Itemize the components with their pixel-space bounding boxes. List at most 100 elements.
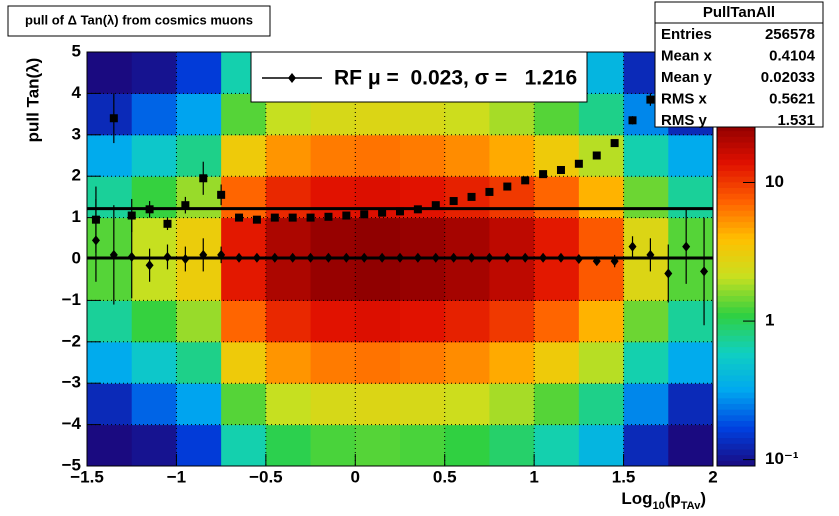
heatmap-cell <box>578 383 625 426</box>
colorbar-band <box>717 409 755 416</box>
heatmap-cell <box>131 134 177 177</box>
rms-marker <box>163 219 172 228</box>
colorbar-band <box>717 312 755 319</box>
colorbar-band <box>717 176 755 183</box>
x-tick-label: −1 <box>167 467 186 486</box>
colorbar-band <box>717 250 755 257</box>
y-tick-label: 2 <box>72 166 81 185</box>
heatmap-cell <box>87 134 133 177</box>
y-tick-label: 5 <box>72 41 81 60</box>
colorbar-band <box>717 358 755 365</box>
colorbar-band <box>717 460 755 467</box>
heatmap-cell <box>534 383 580 426</box>
mean-marker <box>91 235 100 246</box>
heatmap-cell <box>489 341 535 384</box>
colorbar-band <box>717 215 755 223</box>
x-axis-label: Log10(pTAv) <box>621 489 706 511</box>
heatmap-cell <box>176 300 222 343</box>
rms-marker <box>503 182 512 191</box>
colorbar-band <box>717 346 755 353</box>
heatmap-cell <box>534 424 580 467</box>
colorbar-band <box>717 255 755 262</box>
heatmap-cell <box>221 424 267 467</box>
stats-value: 0.4104 <box>769 47 816 64</box>
colorbar-band <box>717 369 755 376</box>
heatmap-cell <box>668 176 714 219</box>
heatmap-cell <box>87 341 133 384</box>
heatmap-cell <box>355 424 401 467</box>
heatmap-cell <box>444 383 490 426</box>
heatmap-cell <box>131 52 177 94</box>
x-label-sub: 10 <box>652 500 664 512</box>
y-tick-label: 1 <box>72 207 81 226</box>
heatmap-cell <box>534 176 580 219</box>
heatmap-cell <box>176 259 222 301</box>
heatmap-cell <box>355 341 401 384</box>
heatmap-cell <box>578 176 625 219</box>
heatmap-cell <box>623 383 669 426</box>
colorbar-band <box>717 431 755 439</box>
z-tick-label: 1 <box>765 311 774 330</box>
heatmap-cell <box>400 259 446 301</box>
y-tick-label: −5 <box>62 455 81 474</box>
heatmap-cell <box>489 383 535 426</box>
rms-marker <box>181 201 190 210</box>
rms-marker <box>252 215 261 224</box>
heatmap-cell <box>87 259 133 301</box>
x-tick-label: 2 <box>708 467 717 486</box>
heatmap-cell <box>265 424 312 467</box>
stats-value: 1.531 <box>777 112 815 129</box>
colorbar-band <box>717 261 755 268</box>
heatmap-cell <box>623 341 669 384</box>
stats-value: 0.5621 <box>769 90 815 107</box>
heatmap-cell <box>668 341 714 384</box>
colorbar-band <box>717 221 755 228</box>
heatmap-cell <box>400 300 446 343</box>
heatmap-cell <box>668 217 714 260</box>
colorbar-band <box>717 329 755 336</box>
y-axis-label: pull Tan(λ) <box>23 58 42 143</box>
heatmap-cell <box>265 217 312 260</box>
heatmap-cell <box>444 424 490 467</box>
heatmap-cell <box>400 341 446 384</box>
heatmap-cell <box>176 93 222 136</box>
heatmap-cell <box>221 176 267 219</box>
x-tick-label: 1.5 <box>612 467 636 486</box>
stats-label: RMS y <box>661 112 708 129</box>
colorbar-band <box>717 335 755 342</box>
heatmap-cell <box>355 134 401 177</box>
x-label-part: ) <box>700 489 706 508</box>
y-tick-label: 4 <box>72 83 82 102</box>
rms-marker <box>646 95 655 104</box>
heatmap-cell <box>534 341 580 384</box>
colorbar-band <box>717 267 755 274</box>
heatmap-cell <box>310 424 356 467</box>
rms-marker <box>539 170 548 179</box>
heatmap-cell <box>355 300 401 343</box>
stats-label: Entries <box>661 26 712 43</box>
heatmap-cell <box>176 52 222 94</box>
rms-marker <box>521 176 530 185</box>
stats-title: PullTanAll <box>703 4 775 21</box>
heatmap-cell <box>400 217 446 260</box>
rms-marker <box>592 151 601 160</box>
heatmap-cell <box>623 259 669 301</box>
y-tick-label: −4 <box>62 414 82 433</box>
stats-label: RMS x <box>661 90 708 107</box>
heatmap-cell <box>221 341 267 384</box>
colorbar-band <box>717 426 755 433</box>
rms-marker <box>324 212 333 221</box>
heatmap-cell <box>131 341 177 384</box>
heatmap-cell <box>578 341 625 384</box>
colorbar-band <box>717 159 755 166</box>
heatmap-cell <box>131 176 177 219</box>
colorbar-band <box>717 443 755 450</box>
y-tick-label: 0 <box>72 248 81 267</box>
rms-marker <box>378 208 387 217</box>
heatmap-cell <box>668 424 714 467</box>
heatmap-cell <box>623 300 669 343</box>
colorbar-band <box>717 284 755 291</box>
heatmap-cell <box>623 176 669 219</box>
heatmap-cell <box>400 383 446 426</box>
